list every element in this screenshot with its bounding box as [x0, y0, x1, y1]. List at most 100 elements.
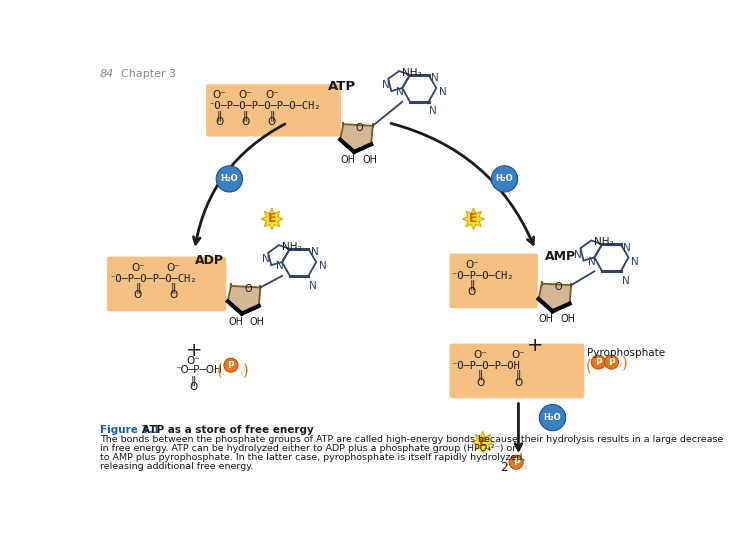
Text: Pyrophosphate: Pyrophosphate — [587, 347, 665, 358]
Text: 2: 2 — [500, 461, 508, 474]
FancyBboxPatch shape — [449, 254, 538, 308]
Text: ‖: ‖ — [171, 283, 176, 293]
Text: N: N — [276, 261, 284, 271]
Text: O: O — [468, 287, 476, 296]
Text: O: O — [555, 282, 562, 292]
FancyBboxPatch shape — [206, 84, 341, 136]
Text: O: O — [356, 123, 364, 133]
Text: ᵢ: ᵢ — [525, 461, 526, 471]
Text: H₂O: H₂O — [220, 174, 238, 183]
Text: O: O — [514, 378, 523, 387]
Text: O⁻: O⁻ — [212, 90, 226, 100]
Text: (: ( — [585, 358, 591, 373]
Text: N: N — [631, 256, 638, 267]
Circle shape — [591, 355, 605, 369]
Text: E: E — [268, 213, 276, 226]
Text: ): ) — [622, 356, 628, 371]
Text: Figure 3.1: Figure 3.1 — [100, 425, 160, 434]
Text: ⁻O─P─O─CH₂: ⁻O─P─O─CH₂ — [452, 270, 514, 281]
Text: H₂O: H₂O — [496, 174, 513, 183]
Text: N: N — [588, 256, 596, 267]
FancyBboxPatch shape — [107, 256, 226, 311]
Text: O: O — [215, 117, 223, 127]
Text: OH: OH — [228, 316, 243, 327]
Text: NH₂: NH₂ — [594, 237, 613, 247]
Text: ⁻O─P─O─P─O─P─O─CH₂: ⁻O─P─O─P─O─P─O─CH₂ — [209, 101, 321, 111]
Text: OH: OH — [340, 155, 356, 165]
Text: P: P — [608, 358, 615, 367]
Text: ): ) — [243, 362, 249, 377]
Polygon shape — [340, 124, 373, 152]
Text: ‖: ‖ — [470, 280, 475, 291]
Text: ATP as a store of free energy: ATP as a store of free energy — [142, 425, 314, 434]
Text: O⁻: O⁻ — [238, 90, 253, 100]
Text: E: E — [478, 436, 487, 448]
Text: O: O — [190, 382, 198, 392]
Polygon shape — [472, 431, 494, 453]
Text: O: O — [170, 290, 178, 300]
Text: OH: OH — [250, 316, 265, 327]
Text: ⁻O─P─O─P─OH: ⁻O─P─O─P─OH — [452, 361, 520, 371]
Circle shape — [491, 166, 517, 192]
Text: 84: 84 — [100, 69, 114, 79]
Text: in free energy. ATP can be hydrolyzed either to ADP plus a phosphate group (HPO₄: in free energy. ATP can be hydrolyzed ei… — [100, 444, 516, 453]
Text: N: N — [430, 74, 439, 83]
Text: O⁻: O⁻ — [473, 350, 488, 360]
Text: AMP: AMP — [544, 250, 576, 263]
Text: O: O — [134, 290, 142, 300]
Text: ᵢ: ᵢ — [240, 367, 242, 377]
Text: N: N — [309, 281, 317, 291]
Text: E: E — [470, 213, 478, 226]
Text: O: O — [244, 285, 252, 294]
Text: P: P — [227, 361, 234, 370]
Polygon shape — [261, 208, 283, 230]
Text: N: N — [310, 247, 319, 258]
Text: ‖: ‖ — [243, 110, 248, 121]
Text: The bonds between the phosphate groups of ATP are called high-energy bonds becau: The bonds between the phosphate groups o… — [100, 434, 723, 444]
Text: O⁻: O⁻ — [131, 263, 145, 273]
Text: O: O — [242, 117, 250, 127]
Text: O⁻: O⁻ — [266, 90, 279, 100]
Text: N: N — [262, 254, 270, 265]
Circle shape — [509, 456, 523, 469]
Polygon shape — [538, 283, 572, 311]
Text: O⁻: O⁻ — [187, 356, 200, 366]
Text: ⁻O: ⁻O — [175, 365, 189, 375]
Text: ATP: ATP — [328, 80, 356, 93]
Circle shape — [216, 166, 242, 192]
Text: N: N — [622, 276, 629, 286]
Text: P: P — [513, 458, 520, 467]
Text: O⁻: O⁻ — [465, 260, 478, 270]
Text: (: ( — [217, 362, 223, 377]
Text: Chapter 3: Chapter 3 — [121, 69, 176, 79]
Polygon shape — [463, 208, 484, 230]
Text: +: + — [186, 341, 202, 360]
Text: N: N — [439, 87, 446, 97]
Text: ‖: ‖ — [217, 110, 222, 121]
Text: N: N — [382, 80, 390, 90]
Circle shape — [604, 355, 619, 369]
Text: H₂O: H₂O — [544, 413, 561, 422]
Text: NH₂: NH₂ — [281, 242, 302, 252]
Text: releasing additional free energy.: releasing additional free energy. — [100, 462, 254, 471]
Text: ‖: ‖ — [135, 283, 141, 293]
Text: ‖: ‖ — [191, 375, 196, 386]
Text: O⁻: O⁻ — [512, 350, 525, 360]
Text: N: N — [396, 87, 404, 97]
Text: to AMP plus pyrophosphate. In the latter case, pyrophosphate is itself rapidly h: to AMP plus pyrophosphate. In the latter… — [100, 453, 525, 462]
Text: +: + — [527, 336, 544, 355]
Text: P: P — [595, 358, 602, 367]
Text: O: O — [268, 117, 276, 127]
Text: ⁻O─P─O─P─O─CH₂: ⁻O─P─O─P─O─CH₂ — [110, 274, 196, 283]
Circle shape — [539, 405, 566, 431]
Text: O: O — [476, 378, 484, 387]
Text: NH₂: NH₂ — [402, 68, 422, 78]
Text: OH: OH — [538, 314, 554, 325]
Text: ADP: ADP — [194, 254, 224, 267]
FancyBboxPatch shape — [449, 344, 584, 398]
Text: ─P─OH: ─P─OH — [188, 365, 222, 375]
Text: N: N — [574, 250, 582, 260]
Text: ‖: ‖ — [478, 370, 483, 380]
Text: ‖: ‖ — [516, 370, 521, 380]
Text: ‖: ‖ — [269, 110, 274, 121]
